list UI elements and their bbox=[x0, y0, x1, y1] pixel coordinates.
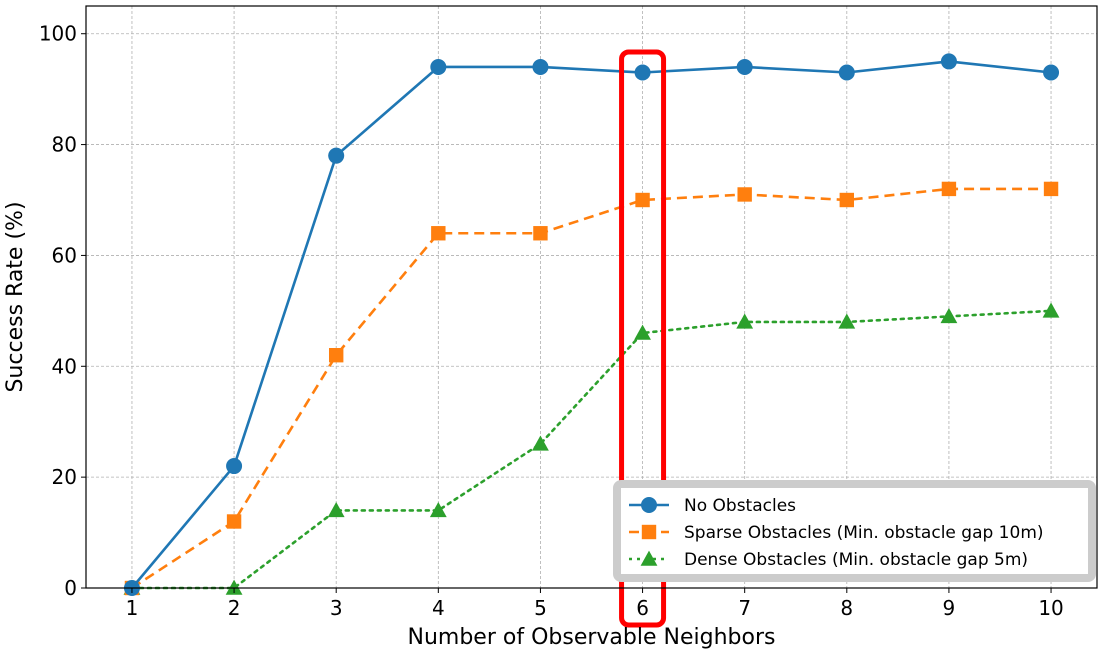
legend-label: Sparse Obstacles (Min. obstacle gap 10m) bbox=[684, 523, 1044, 543]
x-tick-label: 1 bbox=[126, 596, 139, 620]
y-tick-label: 20 bbox=[52, 465, 77, 489]
x-tick-label: 10 bbox=[1038, 596, 1063, 620]
data-point bbox=[328, 147, 345, 164]
y-axis-label: Success Rate (%) bbox=[3, 201, 28, 392]
data-point bbox=[429, 502, 447, 518]
x-tick-label: 6 bbox=[636, 596, 649, 620]
y-tick-label: 0 bbox=[64, 576, 77, 600]
series-line bbox=[131, 187, 1052, 590]
data-point bbox=[533, 226, 548, 241]
x-tick-label: 2 bbox=[228, 596, 241, 620]
data-point bbox=[226, 514, 242, 529]
data-point bbox=[1042, 302, 1060, 318]
data-point bbox=[940, 308, 958, 324]
data-point bbox=[838, 313, 856, 329]
data-point bbox=[634, 324, 651, 340]
data-point bbox=[1043, 64, 1060, 81]
data-point bbox=[839, 192, 855, 208]
data-point bbox=[634, 64, 651, 81]
series-triangle bbox=[123, 302, 1060, 595]
data-point bbox=[941, 181, 957, 197]
legend-label: Dense Obstacles (Min. obstacle gap 5m) bbox=[684, 550, 1028, 570]
highlight-box bbox=[619, 49, 667, 628]
highlight-group bbox=[619, 49, 667, 628]
legend-label: No Obstacles bbox=[684, 496, 796, 516]
data-point bbox=[328, 348, 344, 363]
data-point bbox=[430, 58, 447, 75]
x-tick-label: 3 bbox=[330, 596, 343, 620]
y-tick-label: 100 bbox=[39, 22, 77, 46]
data-point bbox=[431, 226, 446, 241]
legend-box bbox=[613, 480, 1096, 582]
x-tick-label: 8 bbox=[840, 596, 853, 620]
legend-marker bbox=[641, 524, 657, 540]
legend: No Obstacles Sparse Obstacles (Min. obsta… bbox=[613, 480, 1096, 582]
x-tick-label: 7 bbox=[738, 596, 751, 620]
data-point bbox=[736, 58, 753, 75]
y-tick-label: 80 bbox=[52, 133, 77, 157]
data-point bbox=[838, 64, 855, 81]
data-point bbox=[736, 313, 754, 329]
y-tick-label: 40 bbox=[52, 354, 77, 378]
series-circle bbox=[123, 53, 1060, 596]
y-tick-label: 60 bbox=[52, 243, 77, 267]
x-axis-label: Number of Observable Neighbors bbox=[408, 625, 776, 649]
legend-marker bbox=[640, 550, 658, 566]
x-tick-label: 4 bbox=[432, 596, 445, 620]
series-group bbox=[123, 53, 1060, 596]
x-tick-label: 5 bbox=[534, 596, 547, 620]
data-point bbox=[635, 192, 650, 208]
data-point bbox=[225, 579, 243, 595]
data-point bbox=[226, 458, 243, 475]
legend-marker bbox=[641, 497, 657, 513]
series-line bbox=[130, 60, 1052, 589]
x-tick-label: 9 bbox=[943, 596, 956, 620]
data-point bbox=[532, 58, 549, 75]
plot-frame bbox=[85, 5, 1098, 589]
data-point bbox=[940, 53, 957, 70]
series-line bbox=[130, 309, 1053, 590]
data-point bbox=[327, 502, 345, 518]
data-point bbox=[532, 435, 549, 451]
data-point bbox=[1043, 181, 1059, 197]
data-point bbox=[737, 187, 752, 202]
